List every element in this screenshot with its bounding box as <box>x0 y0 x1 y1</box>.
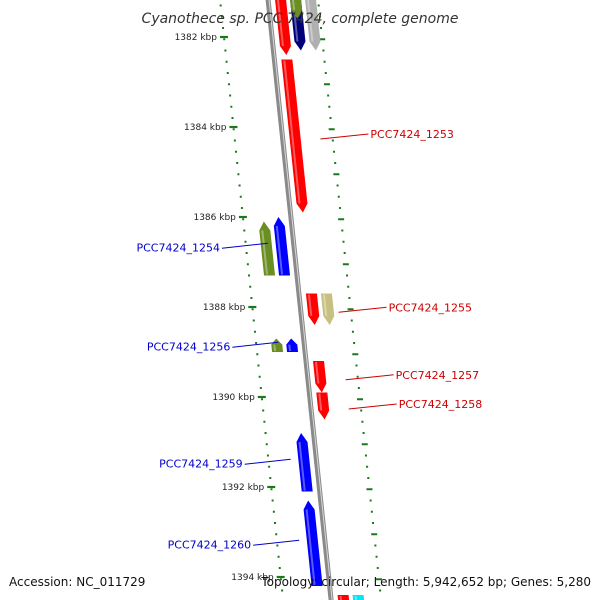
gene-arrow-highlight <box>307 0 314 42</box>
tick-label: 1394 kbp <box>231 573 274 583</box>
tick-label: 1384 kbp <box>184 123 227 133</box>
gene-label: PCC7424_1256 <box>147 340 230 353</box>
gene-arrow <box>259 221 276 276</box>
gene-label-leader <box>348 403 397 410</box>
gene-arrow-highlight <box>339 596 343 600</box>
gene-label: PCC7424_1260 <box>168 538 251 551</box>
genome-summary-text: Topology: circular; Length: 5,942,652 bp… <box>260 575 591 589</box>
gene-arrow-highlight <box>273 344 277 351</box>
gene-arrow-pcc7424-1254 <box>273 217 291 276</box>
tick-label: 1382 kbp <box>175 33 218 43</box>
gene-arrow-pcc7424-1259 <box>296 433 313 492</box>
gene-arrow-highlight <box>277 0 284 46</box>
tick-label: 1390 kbp <box>212 393 255 403</box>
gene-arrow-pcc7424-1256 <box>286 338 299 352</box>
accession-text: Accession: NC_011729 <box>9 575 145 589</box>
gene-label-leader <box>232 341 279 348</box>
gene-arrow <box>337 595 350 600</box>
gene-arrow <box>271 338 284 352</box>
gene-arrow-highlight <box>298 442 306 491</box>
gene-arrow-highlight <box>315 362 320 384</box>
gene-arrow-pcc7424-1255 <box>305 293 320 325</box>
gene-label: PCC7424_1259 <box>159 457 242 470</box>
tick-label: 1388 kbp <box>203 303 246 313</box>
gene-arrow-highlight <box>288 344 292 351</box>
gene-arrow-highlight <box>354 596 358 600</box>
gene-label-leader <box>244 458 291 465</box>
gene-label-leader <box>320 133 369 140</box>
gene-arrow-highlight <box>283 60 301 204</box>
gene-arrow-highlight <box>261 230 269 275</box>
tick-label: 1392 kbp <box>222 483 265 493</box>
genome-backbone <box>265 0 334 600</box>
tick-layer: 1382 kbp 1384 kbp 1386 kbp 1388 kbp 1390 kbp… <box>175 4 382 592</box>
gene-label: PCC7424_1253 <box>370 128 453 141</box>
gene-label: PCC7424_1254 <box>136 241 219 254</box>
gene-arrow-highlight <box>322 294 328 316</box>
gene-arrow <box>305 0 321 51</box>
gene-arrow-pcc7424-1253 <box>281 59 308 213</box>
tick-label: 1386 kbp <box>193 213 236 223</box>
gene-label: PCC7424_1258 <box>399 398 482 411</box>
gene-arrow-highlight <box>307 294 313 316</box>
gene-label-leader <box>345 374 394 381</box>
gene-arrow <box>275 0 291 55</box>
gene-label: PCC7424_1257 <box>396 369 479 382</box>
gene-arrow-highlight <box>318 393 323 411</box>
gene-arrow-pcc7424-1257 <box>313 361 327 393</box>
gene-label-layer: PCC7424_1253 PCC7424_1254 PCC7424_1255 PCC7… <box>136 128 482 551</box>
gene-arrow <box>320 293 335 325</box>
gene-arrow-highlight <box>305 509 316 585</box>
gene-arrow-pcc7424-1258 <box>316 392 330 420</box>
gene-arrow <box>290 0 303 19</box>
gene-arrow-highlight <box>275 226 284 275</box>
gene-layer <box>259 0 365 600</box>
gene-label-leader <box>338 306 387 313</box>
gene-label-leader <box>253 539 300 546</box>
map-title: Cyanothece sp. PCC 7424, complete genome <box>142 11 459 27</box>
gene-arrow-highlight <box>292 0 296 10</box>
gene-label-leader <box>221 242 269 249</box>
gene-label: PCC7424_1255 <box>389 301 472 314</box>
gene-arrow <box>352 595 365 600</box>
genome-backbone-highlight <box>268 0 333 600</box>
gene-arrow-pcc7424-1260 <box>303 500 323 586</box>
